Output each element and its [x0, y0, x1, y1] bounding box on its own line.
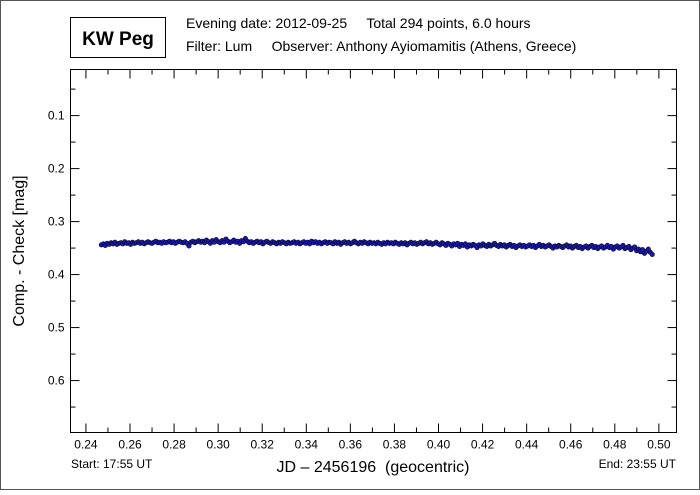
end-time-label: End: 23:55 UT	[599, 457, 677, 471]
start-time-label: Start: 17:55 UT	[71, 457, 153, 471]
x-tick-label: 0.36	[339, 438, 363, 452]
y-axis-label: Comp. - Check [mag]	[11, 175, 28, 326]
data-point	[649, 251, 655, 257]
x-tick-label: 0.24	[74, 438, 98, 452]
y-tick-label: 0.1	[48, 109, 65, 123]
info-line-2: Filter: Lum Observer: Anthony Ayiomamiti…	[186, 38, 576, 54]
chart-title: KW Peg	[82, 29, 154, 50]
y-tick-label: 0.2	[48, 162, 65, 176]
x-tick-label: 0.42	[471, 438, 495, 452]
x-axis-label: JD – 2456196 (geocentric)	[277, 459, 470, 476]
y-tick-label: 0.4	[48, 268, 65, 282]
x-tick-label: 0.30	[206, 438, 230, 452]
x-tick-label: 0.44	[515, 438, 539, 452]
x-tick-label: 0.32	[251, 438, 275, 452]
title-box	[70, 17, 166, 58]
x-tick-label: 0.28	[162, 438, 186, 452]
x-tick-label: 0.40	[427, 438, 451, 452]
x-tick-label: 0.38	[383, 438, 407, 452]
x-tick-label: 0.34	[295, 438, 319, 452]
plot-frame	[70, 69, 677, 433]
x-tick-label: 0.46	[559, 438, 583, 452]
x-tick-label: 0.26	[118, 438, 142, 452]
y-tick-label: 0.5	[48, 321, 65, 335]
y-tick-label: 0.6	[48, 374, 65, 388]
y-tick-label: 0.3	[48, 215, 65, 229]
info-line-1: Evening date: 2012-09-25 Total 294 point…	[186, 15, 531, 31]
x-tick-label: 0.48	[603, 438, 627, 452]
x-tick-label: 0.50	[647, 438, 671, 452]
